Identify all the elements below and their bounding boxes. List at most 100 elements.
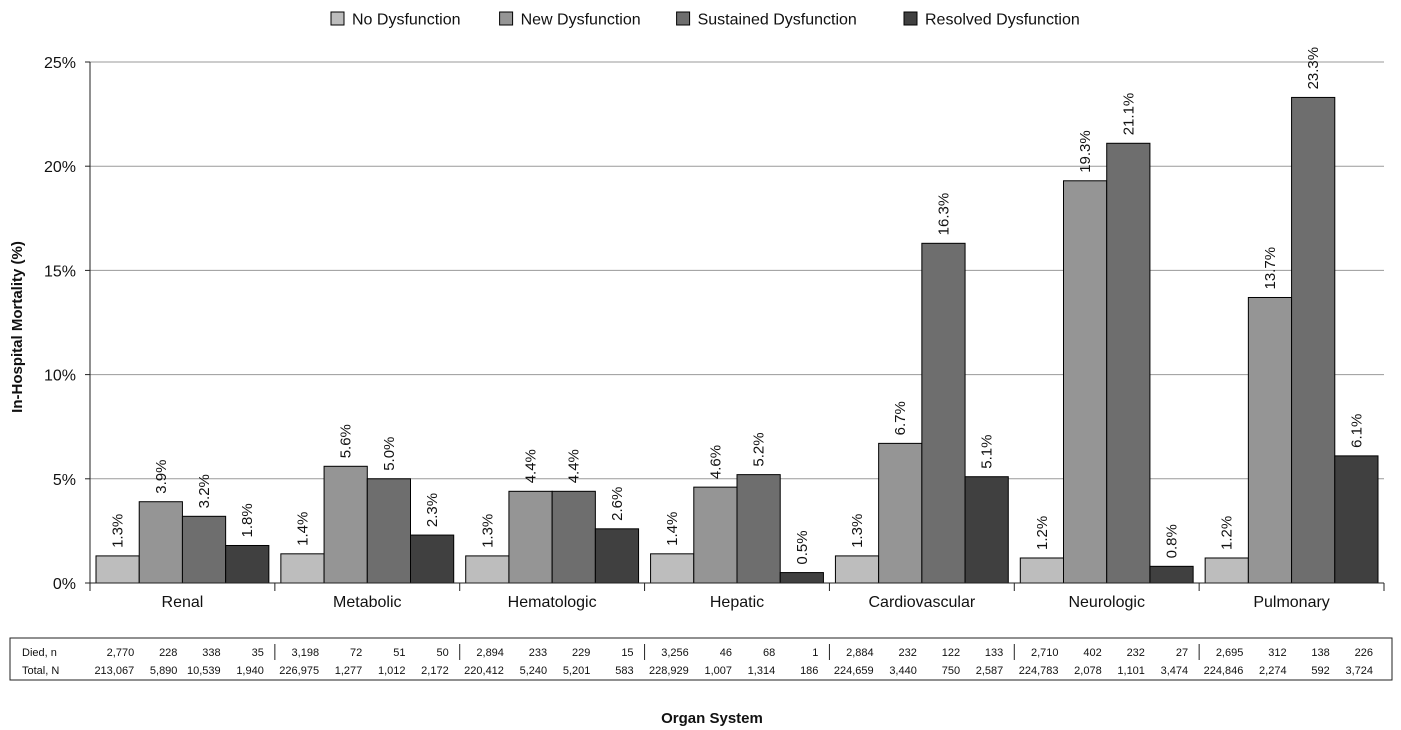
category-label: Renal: [162, 594, 204, 611]
table-cell: 2,695: [1216, 647, 1244, 659]
table-cell: 27: [1176, 647, 1188, 659]
bar: [779, 572, 824, 584]
bar: [594, 528, 640, 584]
table-cell: 2,770: [107, 647, 135, 659]
table-cell: 3,198: [292, 647, 320, 659]
category-label: Pulmonary: [1253, 594, 1329, 611]
table-row-label: Died, n: [22, 647, 57, 659]
data-label: 4.4%: [566, 449, 583, 483]
data-label: 1.2%: [1219, 516, 1236, 550]
table-cell: 133: [985, 647, 1003, 659]
bar: [1019, 557, 1064, 584]
bar: [834, 555, 880, 584]
table-border: [9, 637, 1393, 681]
table-cell: 1: [812, 647, 818, 659]
y-tick-label: 5%: [53, 472, 76, 489]
legend-swatch: [499, 11, 514, 26]
table-cell: 2,884: [846, 647, 874, 659]
category-label: Hematologic: [508, 594, 597, 611]
table-cell: 50: [436, 647, 448, 659]
bar: [693, 486, 738, 584]
table-cell: 224,783: [1019, 665, 1059, 677]
bar: [465, 555, 510, 584]
table-cell: 1,277: [335, 665, 363, 677]
table-cell: 1,007: [704, 665, 732, 677]
bar: [95, 555, 140, 584]
data-label: 5.0%: [381, 437, 398, 471]
table-cell: 226,975: [279, 665, 319, 677]
data-label: 1.4%: [664, 512, 681, 546]
legend: No Dysfunction New Dysfunction Sustained D…: [330, 11, 1080, 29]
table-cell: 138: [1311, 647, 1329, 659]
bar: [964, 476, 1009, 584]
table-cell: 35: [252, 647, 264, 659]
table-cell: 2,274: [1259, 665, 1287, 677]
table-cell: 232: [898, 647, 916, 659]
table-cell: 1,314: [748, 665, 776, 677]
data-label: 19.3%: [1077, 130, 1094, 173]
table-cell: 3,256: [661, 647, 689, 659]
bar: [181, 515, 227, 584]
category-label: Hepatic: [710, 594, 764, 611]
gridlines: [90, 61, 1384, 480]
legend-label: Sustained Dysfunction: [698, 12, 857, 29]
table-cell: 224,659: [834, 665, 874, 677]
table-cell: 2,710: [1031, 647, 1059, 659]
y-tick-label: 25%: [44, 55, 76, 72]
legend-label: Resolved Dysfunction: [925, 12, 1080, 29]
table-cell: 2,078: [1074, 665, 1102, 677]
table-cell: 1,101: [1117, 665, 1145, 677]
table-cell: 228: [159, 647, 177, 659]
data-label: 3.9%: [153, 460, 170, 494]
table-cell: 229: [572, 647, 590, 659]
bar: [921, 242, 966, 584]
table-cell: 3,474: [1161, 665, 1189, 677]
data-label: 1.8%: [239, 503, 256, 537]
x-axis: Renal Metabolic Hematologic Hepatic Cardiova…: [89, 582, 1385, 611]
table-cell: 72: [350, 647, 362, 659]
table-cell: 592: [1311, 665, 1329, 677]
bar: [1247, 296, 1293, 584]
bar: [736, 474, 781, 584]
bar: [551, 490, 596, 584]
data-label: 2.3%: [424, 493, 441, 527]
table-cell: 2,172: [421, 665, 449, 677]
table-cell: 10,539: [187, 665, 221, 677]
table-cell: 5,240: [520, 665, 548, 677]
table-cell: 68: [763, 647, 775, 659]
y-axis-title: In-Hospital Mortality (%): [9, 241, 26, 413]
data-label: 21.1%: [1120, 93, 1137, 136]
table-cell: 2,894: [476, 647, 504, 659]
data-label: 1.4%: [294, 512, 311, 546]
bar: [508, 490, 553, 584]
data-label: 5.1%: [979, 435, 996, 469]
bar: [1204, 557, 1249, 584]
table-cell: 2,587: [976, 665, 1004, 677]
data-label: 5.6%: [338, 424, 355, 458]
data-label: 3.2%: [196, 474, 213, 508]
table-cell: 3,724: [1345, 665, 1373, 677]
data-label: 1.3%: [479, 514, 496, 548]
table-cell: 5,201: [563, 665, 591, 677]
y-tick-label: 20%: [44, 159, 76, 176]
data-label: 13.7%: [1262, 247, 1279, 290]
table-cell: 338: [202, 647, 220, 659]
y-tick-label: 0%: [53, 576, 76, 593]
table-cell: 228,929: [649, 665, 689, 677]
data-label: 2.6%: [609, 487, 626, 521]
table-cell: 122: [942, 647, 960, 659]
table-cell: 402: [1083, 647, 1101, 659]
table-cell: 220,412: [464, 665, 504, 677]
table-cell: 232: [1127, 647, 1145, 659]
data-label: 6.1%: [1348, 414, 1365, 448]
table-cell: 1,012: [378, 665, 406, 677]
legend-label: New Dysfunction: [521, 12, 641, 29]
data-label: 1.3%: [110, 514, 127, 548]
bar: [1334, 455, 1379, 584]
bar: [225, 544, 270, 584]
table-cell: 213,067: [94, 665, 134, 677]
bar: [1291, 96, 1336, 584]
legend-swatch: [330, 11, 345, 26]
bar: [366, 478, 411, 584]
